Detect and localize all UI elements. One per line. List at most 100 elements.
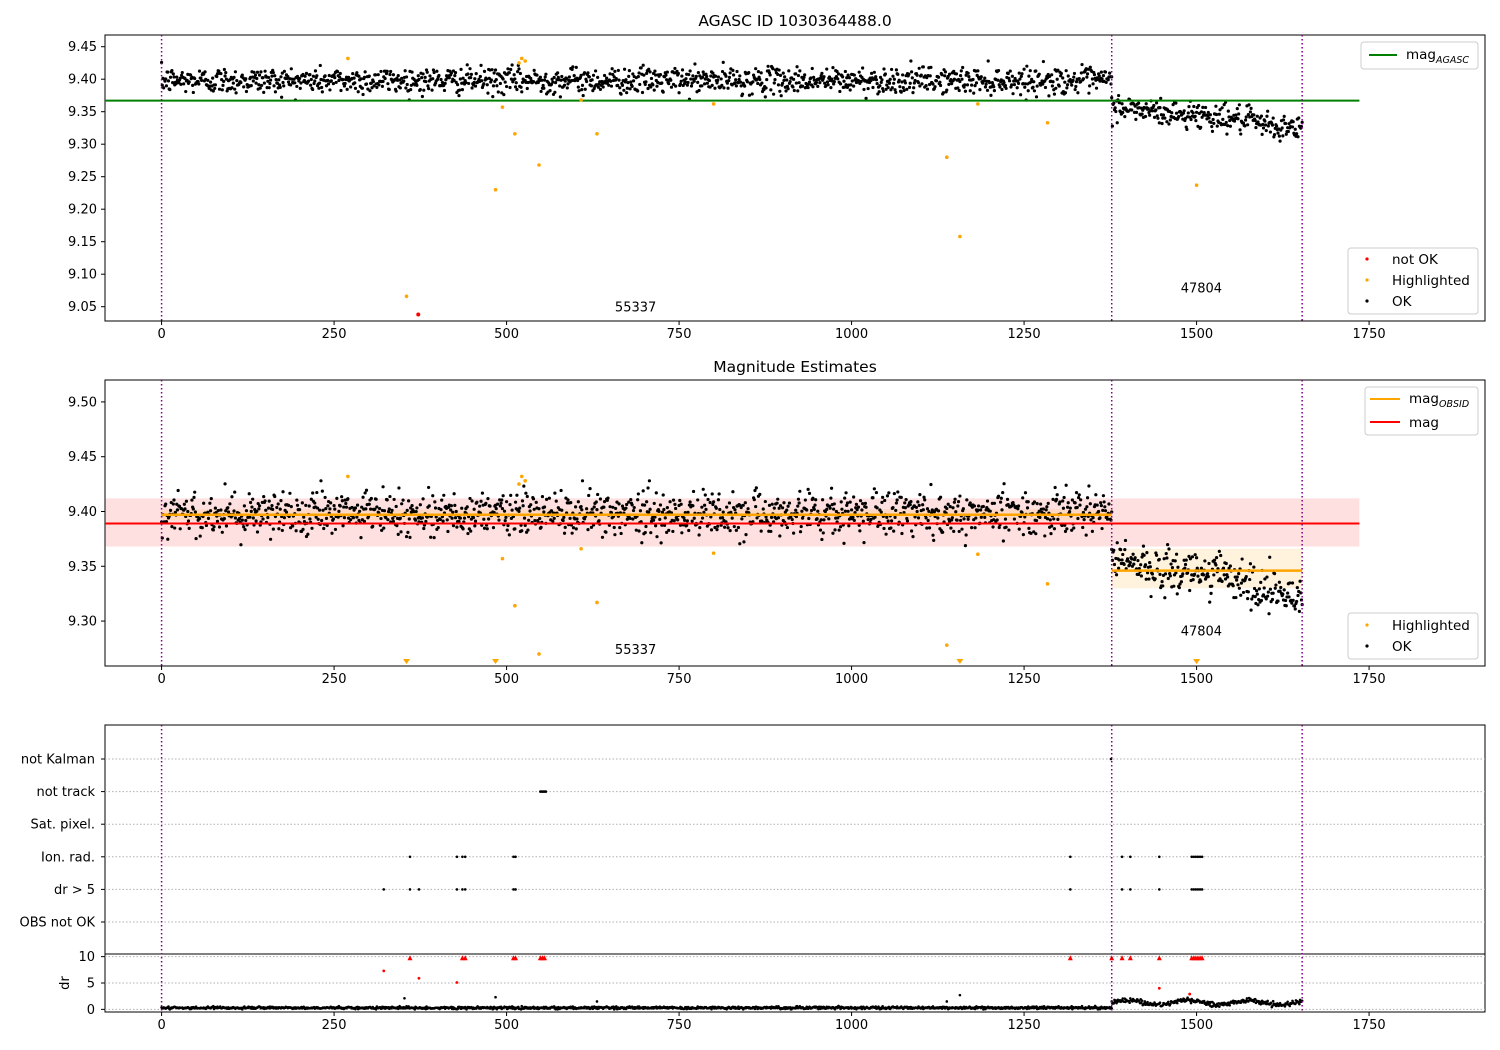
ok-point [424, 519, 428, 524]
ok-point [1275, 124, 1279, 128]
ok-point [457, 519, 461, 523]
ok-point [342, 84, 347, 88]
ok-point [696, 80, 700, 84]
y-tick-label: 9.45 [68, 40, 97, 55]
ok-point [1123, 115, 1127, 119]
ok-point [490, 68, 494, 72]
ok-point [1089, 518, 1093, 522]
ok-point [531, 80, 536, 84]
ok-point [469, 75, 473, 80]
ok-point [576, 85, 580, 89]
ok-point [853, 511, 857, 515]
ok-point [616, 83, 620, 87]
ok-point [596, 492, 600, 497]
ok-point [886, 85, 890, 90]
ok-point [908, 503, 912, 507]
ok-point [219, 508, 223, 512]
ok-point [538, 516, 542, 521]
ok-point [1161, 113, 1166, 117]
ok-point [1240, 557, 1244, 561]
ok-point [738, 74, 742, 78]
x-tick-label: 1500 [1180, 672, 1213, 687]
highlighted-point [493, 187, 498, 192]
ok-point [273, 90, 278, 94]
ok-point [1206, 110, 1210, 115]
ok-point [1155, 114, 1159, 118]
ok-point [1012, 83, 1017, 87]
ok-point [1291, 120, 1295, 124]
ok-point [786, 504, 790, 508]
ok-point [608, 505, 612, 509]
ok-point [1021, 532, 1025, 537]
ok-point [1209, 591, 1213, 595]
ok-point [230, 495, 234, 499]
ok-point [441, 519, 445, 523]
ok-point [698, 526, 702, 530]
ok-point [1034, 518, 1039, 523]
ok-point [488, 504, 492, 508]
ok-point [1191, 111, 1195, 115]
ok-point [171, 80, 175, 85]
ok-point [1297, 116, 1301, 120]
ok-point [739, 84, 743, 88]
ok-point [545, 497, 549, 501]
ok-point [425, 70, 429, 74]
ok-point [500, 506, 505, 511]
ok-point [756, 81, 760, 86]
ok-point [887, 81, 892, 85]
ok-point [500, 498, 504, 502]
ok-point [239, 80, 243, 85]
ok-point [849, 83, 853, 87]
ok-point [385, 69, 389, 73]
ok-point [1007, 76, 1011, 80]
ok-point [1051, 497, 1055, 501]
highlighted-point [404, 294, 409, 299]
ok-point [187, 526, 191, 530]
ok-point [450, 516, 454, 520]
ok-point [1041, 59, 1045, 64]
ok-point [970, 526, 974, 530]
ok-point [1023, 491, 1028, 495]
ok-point [208, 80, 213, 84]
ok-point [772, 81, 776, 85]
ok-point [760, 81, 764, 85]
ok-point [473, 524, 477, 528]
ok-point [1117, 558, 1121, 562]
ok-point [845, 76, 849, 80]
ok-point [166, 537, 170, 541]
ok-point [282, 69, 286, 73]
ok-point [1087, 484, 1091, 488]
ok-point [916, 81, 921, 85]
ok-point [315, 490, 319, 495]
ok-point [1235, 107, 1239, 111]
ok-point [556, 75, 560, 79]
ok-point [820, 71, 824, 76]
ok-point [1086, 67, 1090, 71]
ok-point [961, 65, 965, 70]
ok-point [931, 82, 935, 86]
ok-point [680, 68, 685, 72]
ok-point [754, 67, 758, 71]
ok-point [642, 73, 646, 77]
ok-point [618, 525, 622, 530]
ok-point [936, 75, 941, 79]
ok-point [686, 80, 690, 85]
ok-point [461, 76, 465, 80]
ok-point [709, 515, 713, 519]
ok-point [208, 501, 212, 505]
ok-point [591, 73, 596, 77]
ok-point [1025, 506, 1030, 510]
ok-point [269, 537, 273, 541]
ok-point [424, 79, 428, 84]
ok-point [901, 73, 905, 77]
ok-point [943, 74, 947, 78]
highlighted-point [513, 603, 517, 608]
ok-point [628, 87, 632, 91]
ok-point [171, 72, 175, 76]
ok-point [1293, 127, 1297, 131]
ok-point [1070, 528, 1074, 532]
ok-point [1112, 562, 1117, 567]
ok-point [337, 78, 341, 83]
ok-point [211, 89, 215, 93]
ok-point [1123, 538, 1128, 543]
